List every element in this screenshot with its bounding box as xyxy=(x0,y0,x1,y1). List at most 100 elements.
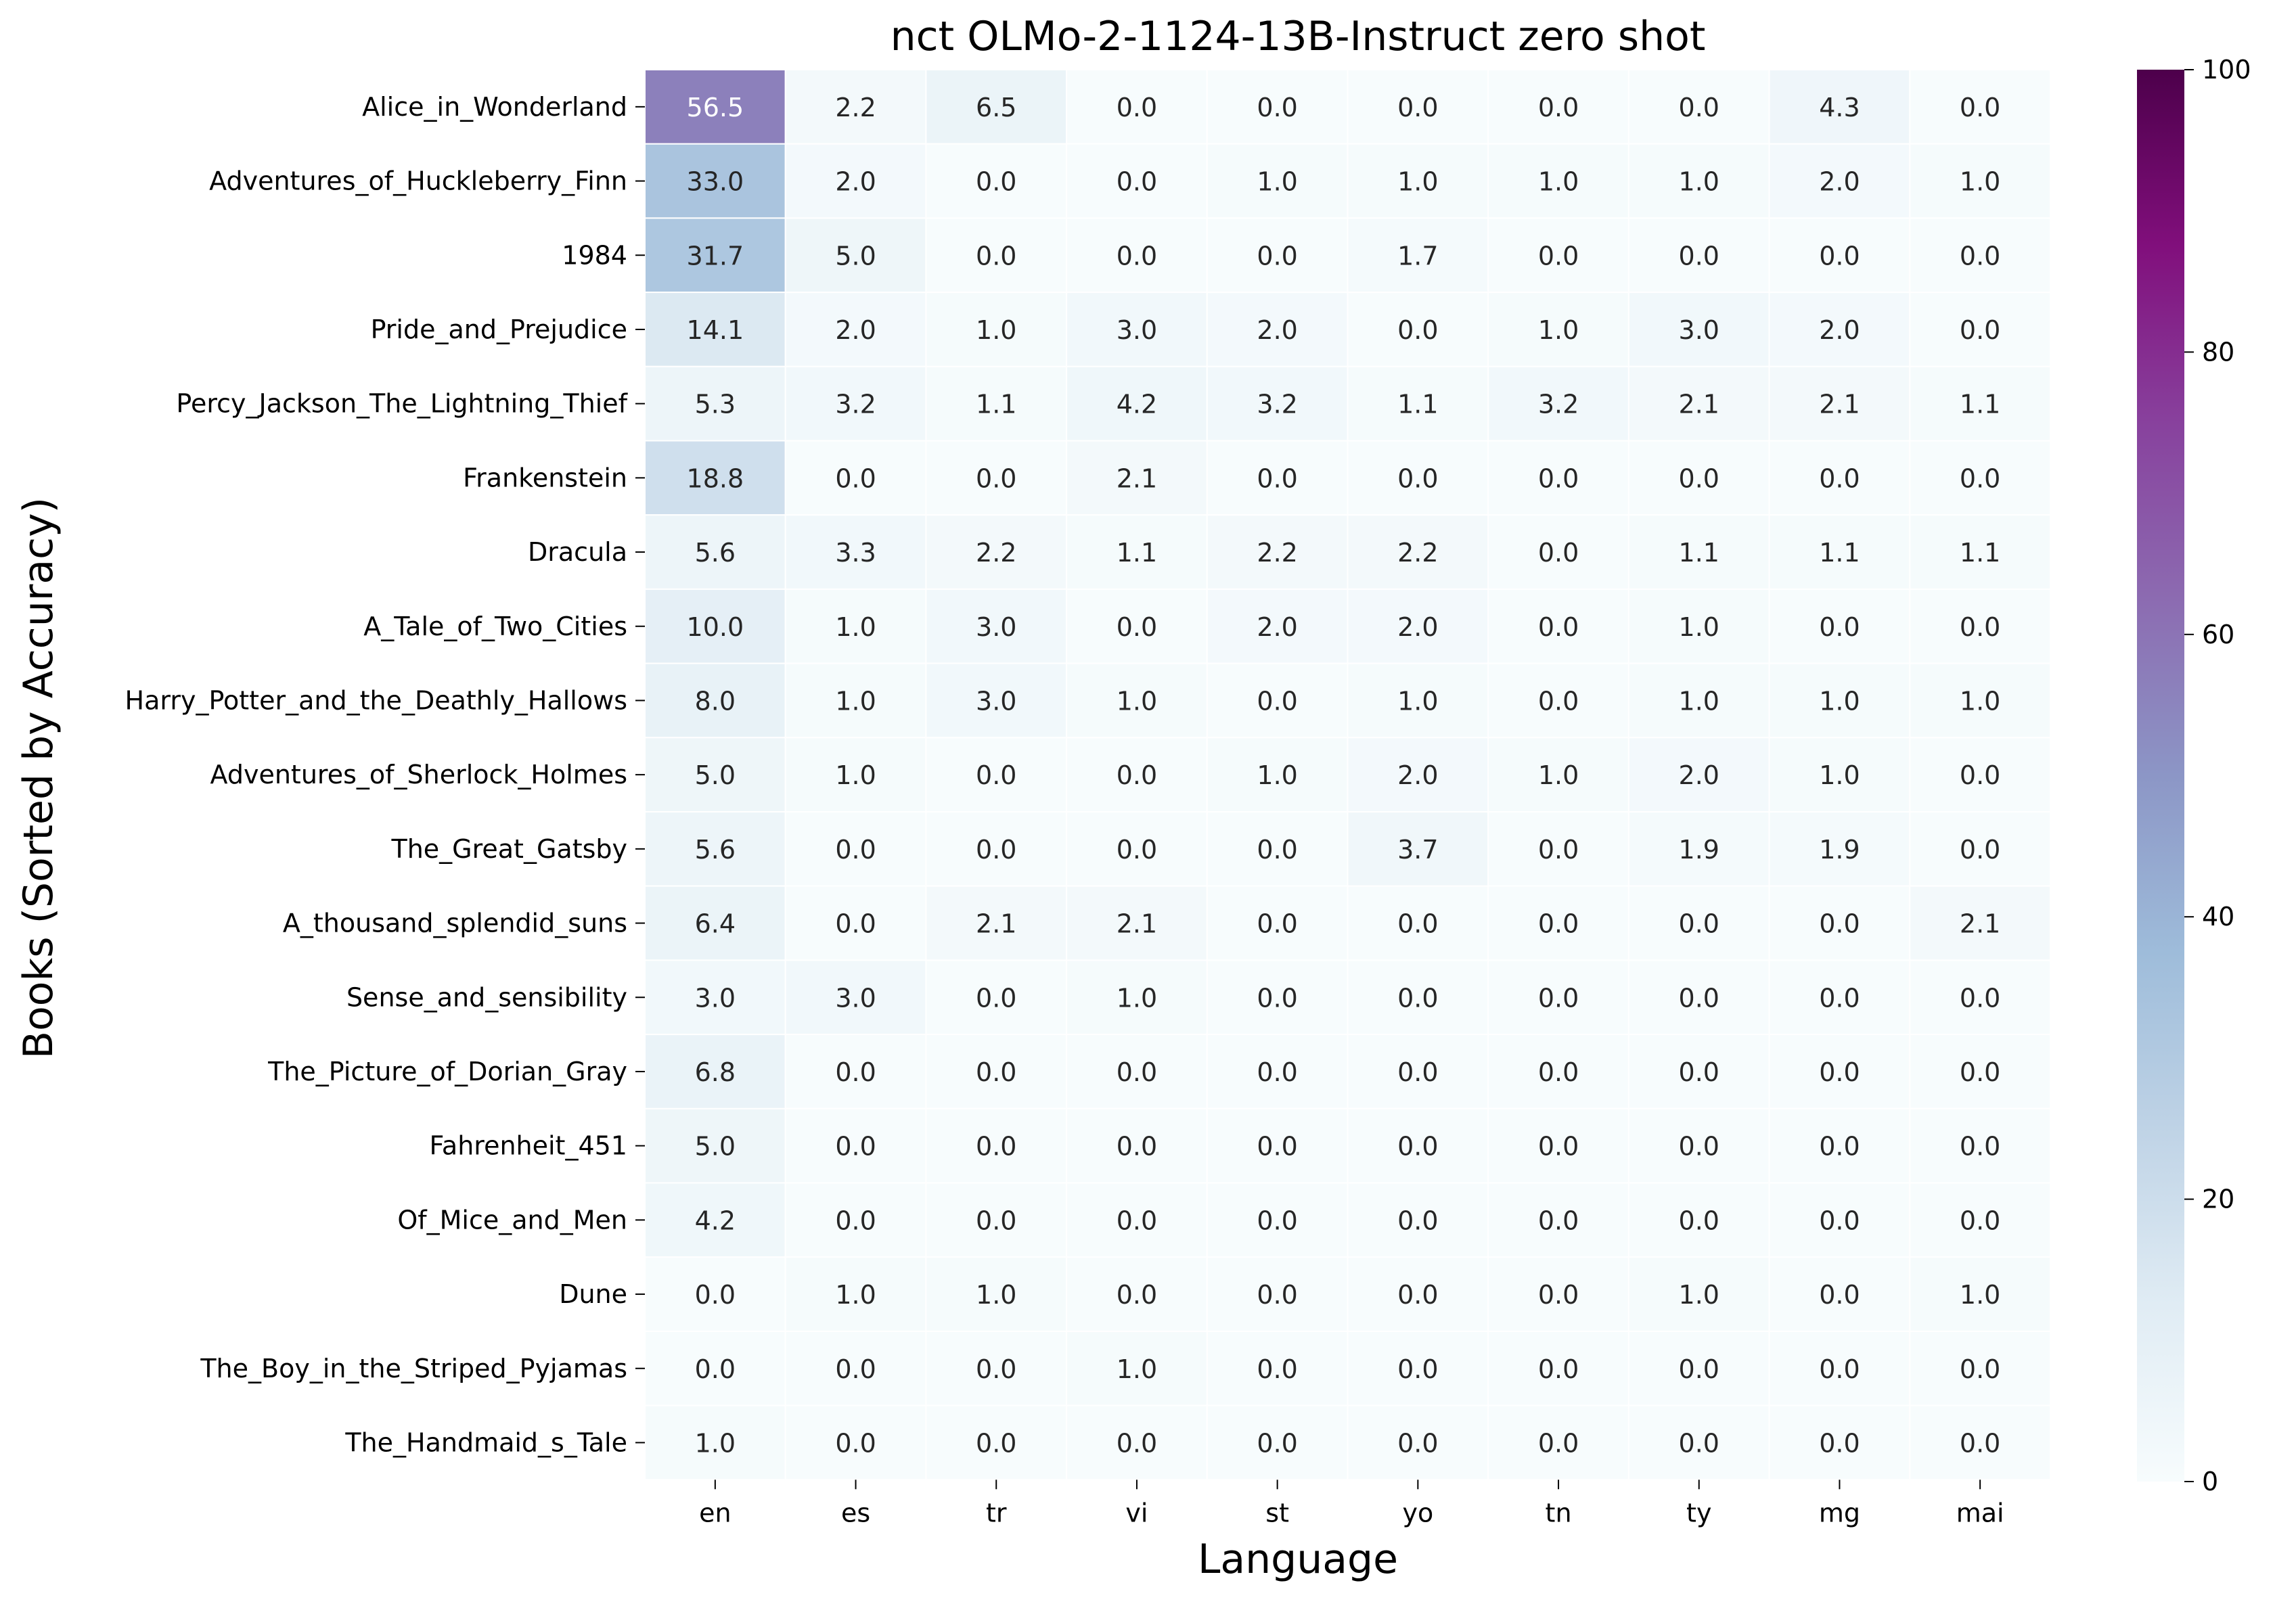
heatmap-cell xyxy=(1066,69,1208,145)
heatmap-cell xyxy=(925,1330,1068,1406)
heatmap-cell xyxy=(784,1107,927,1184)
heatmap-cell xyxy=(1627,662,1770,739)
heatmap-cell xyxy=(1627,1107,1770,1184)
heatmap-cell xyxy=(1066,440,1208,516)
cell-value-label: 0.0 xyxy=(1397,315,1438,345)
x-tick-label: st xyxy=(1265,1498,1289,1528)
heatmap-cell xyxy=(1627,1404,1770,1481)
cell-value-label: 2.1 xyxy=(1679,390,1719,419)
cell-value-label: 0.0 xyxy=(1538,93,1579,122)
heatmap-cell xyxy=(1206,885,1349,961)
heatmap-cell xyxy=(1206,1107,1349,1184)
cell-value-label: 2.1 xyxy=(1819,390,1860,419)
heatmap-cell xyxy=(925,959,1068,1036)
heatmap-cell xyxy=(1487,217,1629,294)
cell-value-label: 0.0 xyxy=(1819,1280,1860,1310)
cell-value-label: 0.0 xyxy=(1257,983,1297,1013)
heatmap-cells xyxy=(644,69,2052,1481)
heatmap-cell xyxy=(1909,662,2052,739)
cell-value-label: 0.0 xyxy=(1679,909,1719,939)
heatmap-cell xyxy=(784,69,927,145)
cell-value-label: 0.0 xyxy=(1819,983,1860,1013)
heatmap-cell xyxy=(1206,440,1349,516)
heatmap-cell xyxy=(1487,1107,1629,1184)
cell-value-label: 2.0 xyxy=(1257,315,1297,345)
cell-value-label: 1.1 xyxy=(1679,538,1719,568)
heatmap-cell xyxy=(1627,292,1770,367)
heatmap-cell xyxy=(1066,143,1208,219)
cell-value-label: 4.3 xyxy=(1819,93,1860,122)
colorbar-tick-label: 0 xyxy=(2202,1467,2218,1496)
heatmap-cell xyxy=(1768,1330,1911,1406)
cell-value-label: 0.0 xyxy=(835,1428,876,1458)
y-tick-label: Harry_Potter_and_the_Deathly_Hallows xyxy=(125,685,627,715)
cell-value-label: 0.0 xyxy=(1819,612,1860,642)
y-tick-label: Of_Mice_and_Men xyxy=(397,1205,627,1235)
heatmap-cell xyxy=(1487,588,1629,664)
y-tick-label: 1984 xyxy=(562,240,627,270)
cell-value-label: 0.0 xyxy=(1679,1428,1719,1458)
cell-value-label: 2.2 xyxy=(1397,538,1438,568)
y-tick-label: The_Great_Gatsby xyxy=(390,834,627,864)
cell-value-label: 2.0 xyxy=(1397,760,1438,790)
cell-value-label: 0.0 xyxy=(1538,1354,1579,1384)
cell-value-label: 0.0 xyxy=(1117,1132,1157,1162)
cell-value-label: 1.0 xyxy=(835,760,876,790)
cell-value-label: 1.1 xyxy=(1819,538,1860,568)
heatmap-cell xyxy=(1066,514,1208,590)
cell-value-label: 3.0 xyxy=(976,612,1016,642)
heatmap-cell xyxy=(1487,1182,1629,1258)
heatmap-cell xyxy=(1768,737,1911,813)
cell-value-label: 1.0 xyxy=(1117,686,1157,716)
heatmap-cell xyxy=(644,292,786,367)
y-tick-label: The_Boy_in_the_Striped_Pyjamas xyxy=(200,1354,627,1383)
heatmap-cell xyxy=(644,737,786,813)
cell-value-label: 1.1 xyxy=(1117,538,1157,568)
heatmap-cell xyxy=(1066,662,1208,739)
heatmap-cell xyxy=(1487,1330,1629,1406)
cell-value-label: 1.0 xyxy=(1679,686,1719,716)
cell-value-label: 0.0 xyxy=(1960,983,2000,1013)
heatmap-cell xyxy=(1768,588,1911,664)
cell-value-label: 5.0 xyxy=(835,241,876,271)
heatmap-cell xyxy=(1206,1034,1349,1109)
cell-value-label: 1.1 xyxy=(1397,390,1438,419)
heatmap-cell xyxy=(1487,662,1629,739)
cell-value-label: 0.0 xyxy=(1538,1057,1579,1087)
cell-value-label: 2.0 xyxy=(1257,612,1297,642)
heatmap-cell xyxy=(1627,959,1770,1036)
cell-value-label: 56.5 xyxy=(687,93,744,122)
colorbar-tick-label: 40 xyxy=(2202,902,2234,932)
heatmap-cell xyxy=(1066,737,1208,813)
cell-value-label: 18.8 xyxy=(687,463,744,493)
heatmap-cell xyxy=(1627,1256,1770,1332)
heatmap-cell xyxy=(784,885,927,961)
colorbar-tick-label: 20 xyxy=(2202,1185,2234,1214)
y-tick-label: Pride_and_Prejudice xyxy=(371,315,627,344)
cell-value-label: 0.0 xyxy=(835,1206,876,1235)
heatmap-cell xyxy=(644,1404,786,1481)
cell-value-label: 0.0 xyxy=(1960,1206,2000,1235)
heatmap-cell xyxy=(1206,292,1349,367)
cell-value-label: 0.0 xyxy=(1679,241,1719,271)
cell-value-label: 0.0 xyxy=(1819,1428,1860,1458)
cell-value-label: 0.0 xyxy=(1257,1057,1297,1087)
cell-value-label: 0.0 xyxy=(1397,1206,1438,1235)
y-tick-label: A_thousand_splendid_suns xyxy=(283,909,627,938)
heatmap-cell xyxy=(1909,1330,2052,1406)
heatmap-cell xyxy=(1066,588,1208,664)
heatmap-cell xyxy=(1768,1107,1911,1184)
heatmap-cell xyxy=(1066,811,1208,887)
heatmap-cell xyxy=(1909,1182,2052,1258)
heatmap-cell xyxy=(1909,885,2052,961)
heatmap-cell xyxy=(925,662,1068,739)
cell-value-label: 0.0 xyxy=(1257,1280,1297,1310)
cell-value-label: 0.0 xyxy=(1819,463,1860,493)
cell-value-label: 0.0 xyxy=(1538,835,1579,865)
heatmap-cell xyxy=(1487,292,1629,367)
cell-value-label: 6.8 xyxy=(695,1057,736,1087)
cell-value-label: 0.0 xyxy=(1257,1354,1297,1384)
cell-value-label: 0.0 xyxy=(1960,241,2000,271)
cell-value-label: 2.1 xyxy=(1117,909,1157,939)
heatmap-cell xyxy=(1768,1034,1911,1109)
